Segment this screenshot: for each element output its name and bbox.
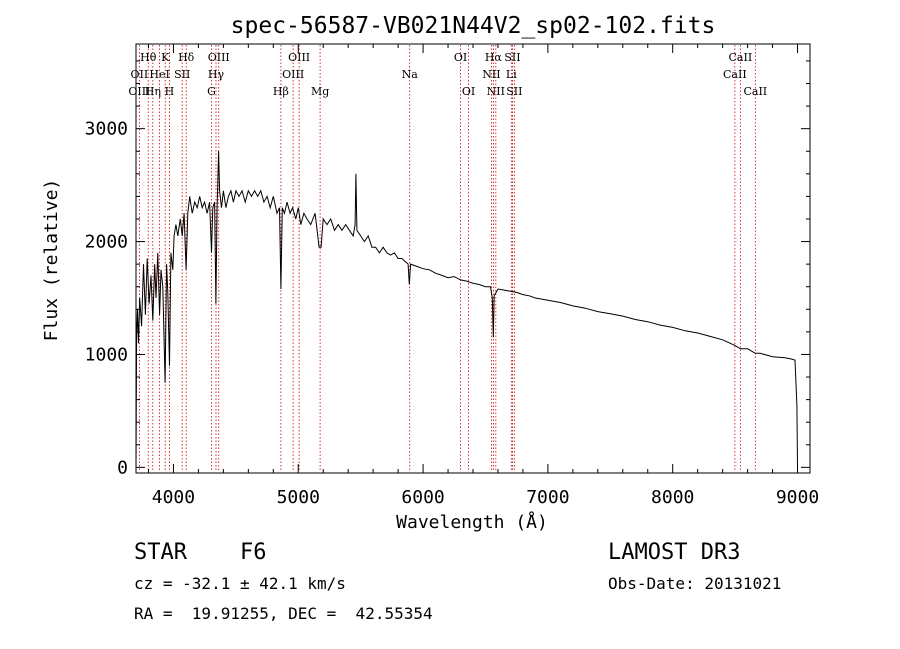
line-marker-label: Mg [311,85,329,98]
x-tick-label: 4000 [152,487,195,508]
line-marker-label: CaII [723,68,747,81]
line-marker-label: G [207,85,216,98]
line-marker-label: SII [504,51,520,64]
line-marker-label: H [165,85,175,98]
line-marker-label: HeI [149,68,169,81]
line-marker-label: OIII [282,68,304,81]
x-tick-label: 5000 [277,487,320,508]
line-marker-label: NII [487,85,505,98]
line-marker-label: Hβ [273,85,289,98]
line-marker-label: Hγ [208,68,225,81]
line-marker-label: SII [174,68,190,81]
line-marker-label: CaII [729,51,753,64]
spectral-line-markers [138,45,756,472]
line-marker-label: K [161,51,170,64]
object-subclass: F6 [240,540,267,565]
line-marker-label: OII [131,68,149,81]
survey-name: LAMOST DR3 [608,540,741,565]
flux-series-line [135,151,798,468]
line-marker-label: OIII [128,85,150,98]
line-marker-label: OIII [288,51,310,64]
plot-frame [135,43,811,474]
line-marker-label: Na [402,68,419,81]
line-marker-label: Hη [145,85,161,98]
y-axis-ticks: 0 1000 2000 3000 [85,60,810,478]
x-axis-label: Wavelength (Å) [396,511,548,533]
redshift-line: cz = -32.1 ± 42.1 km/s [134,574,346,593]
line-marker-label: Li [506,68,517,81]
line-marker-label: NII [482,68,500,81]
x-tick-label: 7000 [526,487,569,508]
x-tick-label: 8000 [651,487,694,508]
line-marker-label: Hδ [178,51,195,64]
line-marker-label: OI [462,85,475,98]
obs-date-line: Obs-Date: 20131021 [608,574,782,593]
x-tick-label: 9000 [776,487,819,508]
x-tick-label: 6000 [401,487,444,508]
y-axis-label: Flux (relative) [41,179,62,342]
y-tick-label: 0 [117,457,128,478]
line-marker-label: OIII [208,51,230,64]
y-tick-label: 1000 [85,344,128,365]
y-tick-label: 3000 [85,119,128,140]
radec-line: RA = 19.91255, DEC = 42.55354 [134,604,433,623]
chart-title: spec-56587-VB021N44V2_sp02-102.fits [231,13,716,39]
line-marker-label: Hα [485,51,503,64]
object-class: STAR [134,540,187,565]
line-marker-label: SII [506,85,522,98]
line-marker-label: OI [454,51,467,64]
line-marker-label: Hθ [140,51,157,64]
y-tick-label: 2000 [85,232,128,253]
x-axis-ticks: 4000 5000 6000 7000 8000 9000 [147,44,819,508]
line-marker-label: CaII [743,85,767,98]
